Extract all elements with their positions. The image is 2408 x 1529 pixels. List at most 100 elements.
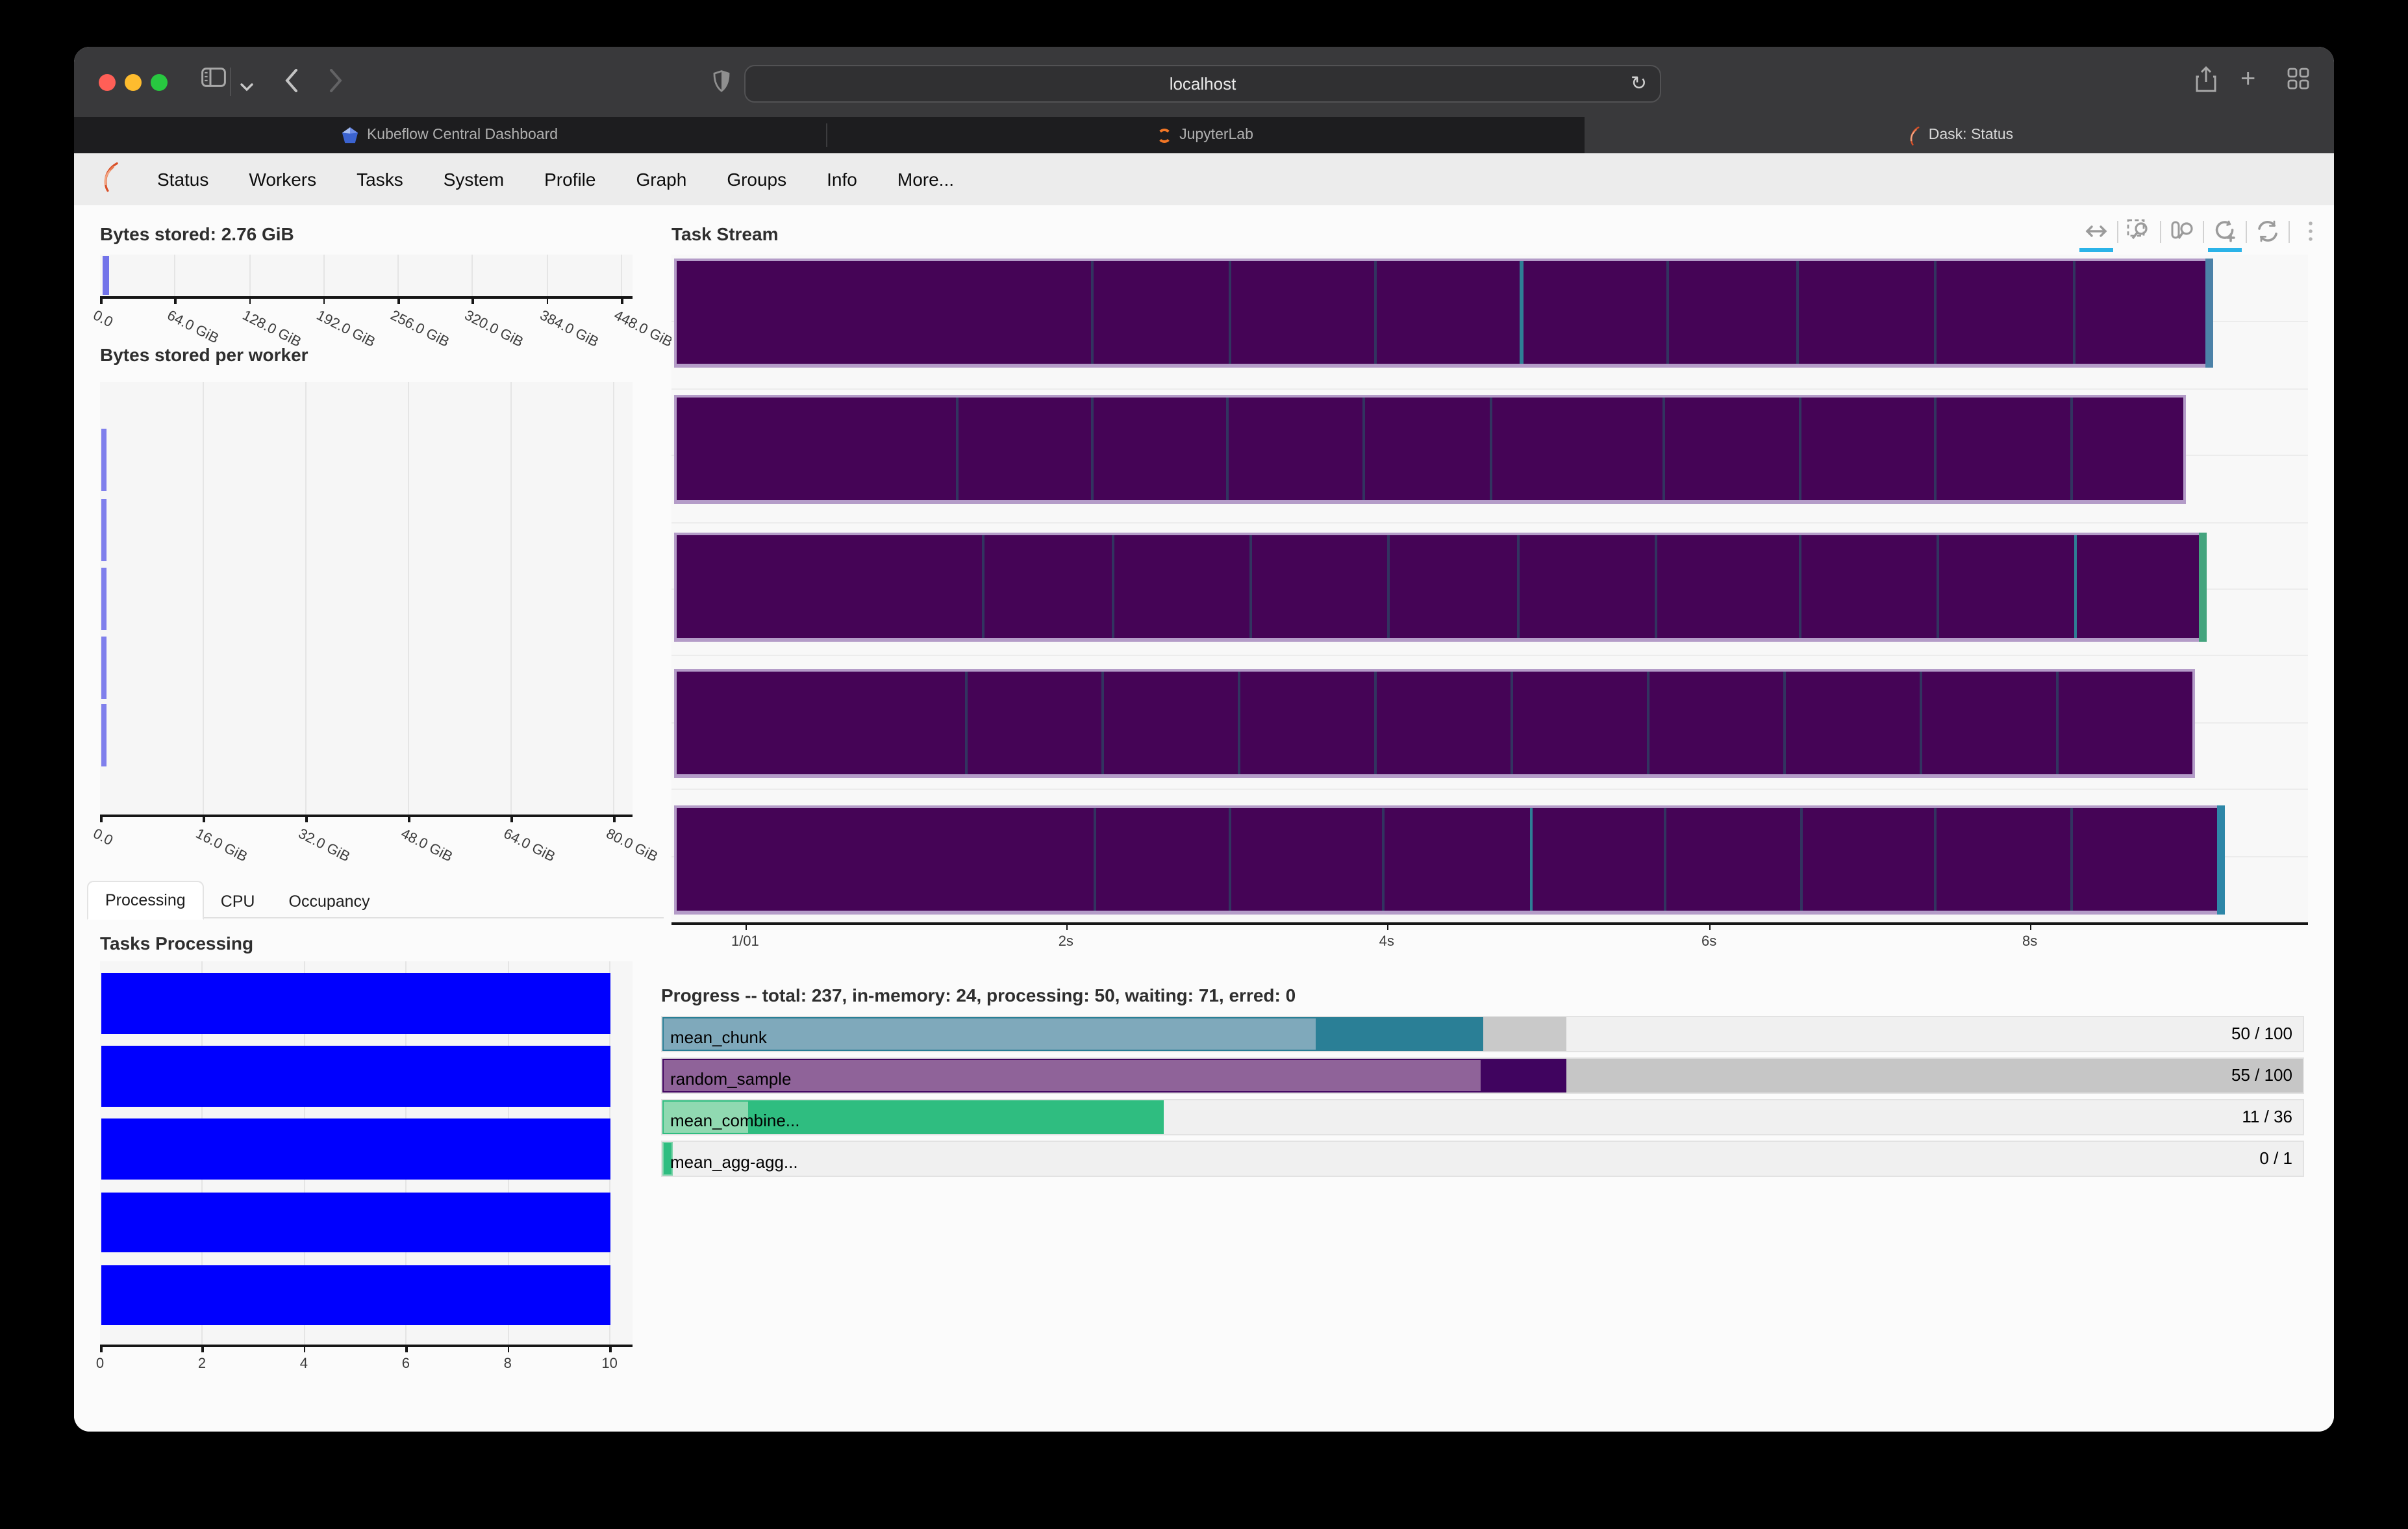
nav-item-status[interactable]: Status [157,169,209,190]
reload-icon[interactable]: ↻ [1630,73,1647,95]
axis-tick [100,1345,102,1352]
jupyter-icon [1157,128,1172,142]
wheel-zoom-tool-icon[interactable] [2166,216,2198,247]
nav-item-groups[interactable]: Groups [727,169,787,190]
progress-segment [662,1059,1481,1093]
nav-item-graph[interactable]: Graph [636,169,687,190]
chevron-down-icon[interactable] [240,75,253,99]
bytes-per-worker-chart[interactable]: 0.0 16.0 GiB 32.0 GiB 48.0 GiB 64.0 GiB 80.0 … [90,382,660,865]
close-window-button[interactable] [99,74,116,91]
browser-tab-3[interactable]: Dask: Status [1585,117,2334,153]
gridline [471,255,473,296]
url-text: localhost [1169,74,1236,94]
nav-item-tasks[interactable]: Tasks [357,169,403,190]
axis-tick-label: 384.0 GiB [536,308,601,351]
progress-label: mean_chunk [670,1028,767,1047]
tab-processing[interactable]: Processing [87,880,204,919]
task-boundary [1934,808,1937,911]
sidebar-icon[interactable] [201,68,226,94]
browser-tab-1[interactable]: Kubeflow Central Dashboard [74,117,826,153]
task-boundary [1516,535,1520,638]
task-stream-end-cap [2205,259,2213,368]
tasks-processing-title: Tasks Processing [100,933,254,954]
new-tab-icon[interactable]: + [2240,65,2256,94]
task-stream-row [674,533,2207,642]
task-processing-bar [101,1046,611,1107]
task-boundary [1229,261,1232,364]
axis-tick [546,296,549,304]
share-icon[interactable] [2195,66,2217,100]
pan-tool-icon[interactable] [2079,216,2113,252]
axis-tick-label: 48.0 GiB [398,826,455,866]
tab-overview-icon[interactable] [2287,68,2309,96]
reset-tool-icon[interactable] [2252,216,2283,247]
worker-bytes-bar [101,568,107,630]
axis-tick [1709,922,1711,930]
safari-window: localhost ↻ + Kubeflow Central Dashboard… [74,47,2334,1432]
task-boundary [1090,398,1094,500]
axis-tick [613,815,616,822]
axis-tick [408,815,410,822]
task-boundary [1249,535,1252,638]
worker-bytes-bar [101,704,107,766]
nav-item-info[interactable]: Info [827,169,857,190]
axis-tick [2029,922,2032,930]
gridline [408,382,410,815]
gridline [203,382,205,815]
progress-row-mean_combine: mean_combine... 11 / 36 [661,1099,2304,1135]
axis-tick [100,296,102,304]
task-processing-bar [101,973,611,1033]
progress-count: 55 / 100 [2231,1065,2292,1085]
x-axis-line [100,815,633,817]
nav-item-workers[interactable]: Workers [249,169,317,190]
axis-tick-label: 0 [95,1356,105,1372]
back-icon[interactable] [284,69,299,99]
axis-tick-label: 0.0 [90,826,116,850]
task-boundary [1919,672,1922,774]
task-processing-bar [101,1118,611,1180]
axis-tick-label: 10 [601,1356,618,1372]
tab-occupancy[interactable]: Occupancy [288,892,370,910]
tab-cpu[interactable]: CPU [220,892,255,910]
progress-segment [747,1100,1164,1134]
toolbar-separator [2246,220,2247,242]
worker-metric-tabs: Processing CPU Occupancy [87,878,664,919]
progress-segment [662,1142,673,1176]
minimize-window-button[interactable] [125,74,142,91]
gridline [671,388,2308,390]
dask-logo-icon [96,160,121,198]
tab-strip: Kubeflow Central Dashboard JupyterLab Dask… [74,117,2334,155]
axis-tick-label: 256.0 GiB [388,308,452,351]
address-bar[interactable]: localhost ↻ [744,65,1661,103]
bytes-per-worker-title: Bytes stored per worker [100,344,308,365]
task-stream-chart[interactable]: 1/01 2s 4s 6s 8s [671,255,2308,950]
bytes-stored-chart[interactable]: 0.0 64.0 GiB 128.0 GiB 192.0 GiB 256.0 GiB 32… [90,255,675,351]
zoom-window-button[interactable] [151,74,168,91]
axis-tick [303,1345,306,1352]
gridline [397,255,399,296]
forward-icon[interactable] [329,69,343,99]
task-boundary [1490,398,1493,500]
shield-icon[interactable] [713,70,730,99]
box-zoom-tool-icon[interactable] [2124,216,2155,247]
task-stream-title: Task Stream [671,223,779,244]
gridline [613,382,615,815]
nav-item-system[interactable]: System [443,169,505,190]
task-boundary [1381,808,1385,911]
worker-bytes-bar [101,499,107,561]
browser-tab-label: Dask: Status [1928,127,2014,143]
toolbar-menu-icon[interactable] [2295,216,2326,247]
axis-tick [745,922,747,930]
x-axis-line [100,1345,633,1347]
axis-tick-label: 0.0 [90,308,116,331]
nav-item-profile[interactable]: Profile [544,169,596,190]
task-boundary [2056,672,2059,774]
zoom-in-tool-icon[interactable] [2208,216,2242,252]
browser-tab-2[interactable]: JupyterLab [826,117,1585,153]
axis-tick-label: 64.0 GiB [164,308,221,348]
axis-tick [397,296,400,304]
nav-item-more[interactable]: More... [897,169,955,190]
progress-segment [1315,1017,1483,1051]
axis-tick-label: 8 [503,1356,512,1372]
tasks-processing-chart[interactable]: 0 2 4 6 8 10 [96,961,633,1372]
